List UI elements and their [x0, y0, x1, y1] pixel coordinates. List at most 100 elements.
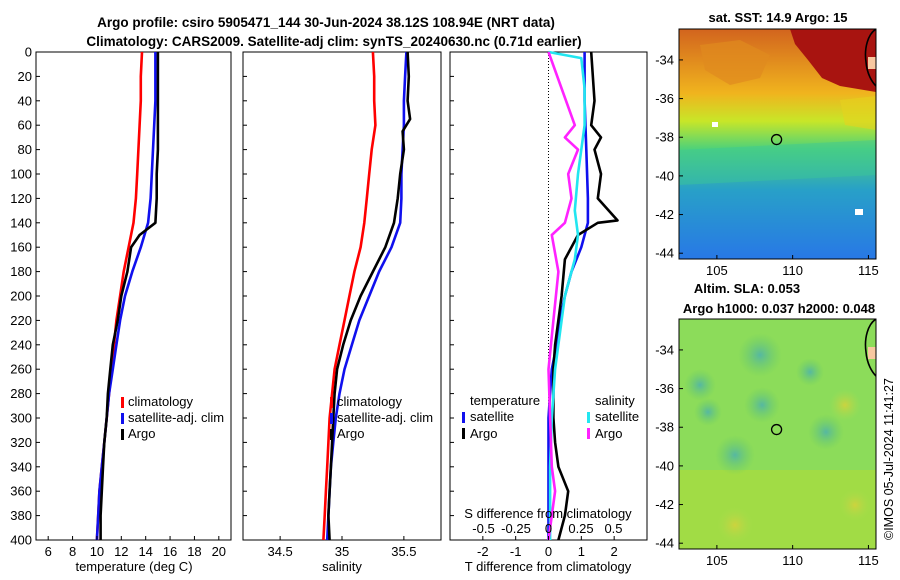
legend-label: Argo	[337, 426, 364, 441]
map-x-tick-label: 110	[782, 263, 803, 278]
temperature-series	[95, 51, 160, 541]
legend-swatch-t-argo	[462, 428, 465, 439]
temperature-legend: climatology satellite-adj. clim Argo	[121, 394, 224, 441]
legend-label: satellite-adj. clim	[337, 410, 433, 425]
series-argo	[99, 52, 160, 540]
x-tick-label: 2	[611, 544, 618, 559]
legend-label: climatology	[337, 394, 403, 409]
depth-tick-label: 220	[10, 313, 32, 328]
depth-tick-label: 120	[10, 191, 32, 206]
sst-map-title: sat. SST: 14.9 Argo: 15	[709, 10, 848, 25]
sla-map-tick-labels: 105 110 115 -34 -36 -38 -40 -42 -44	[655, 342, 879, 568]
title-line2: Climatology: CARS2009. Satellite-adj cli…	[86, 34, 581, 49]
x-tick-labels: 6 8 10 12 14 16 18 20 34.5 35 35.5 -2 -1 0 1 2-0.5 -0.25…	[45, 521, 623, 559]
depth-tick-label: 360	[10, 484, 32, 499]
salinity-legend: climatology satellite-adj. clim Argo	[330, 394, 433, 441]
depth-tick-label: 380	[10, 508, 32, 523]
title-line1: Argo profile: csiro 5905471_144 30-Jun-2…	[97, 15, 555, 30]
map-x-tick-label: 110	[782, 553, 803, 568]
x-tick-label: -1	[510, 544, 522, 559]
map-y-tick-label: -42	[655, 207, 674, 222]
legend-swatch-satellite	[330, 413, 333, 424]
legend-title-temperature: temperature	[470, 393, 540, 408]
x-tick-label: 6	[45, 544, 52, 559]
depth-tick-label: 320	[10, 435, 32, 450]
map-y-tick-label: -38	[655, 420, 674, 435]
legend-swatch-s-argo	[587, 428, 590, 439]
depth-tick-label: 20	[18, 69, 32, 84]
depth-tick-label: 60	[18, 118, 32, 133]
temperature-xlabel: temperature (deg C)	[75, 559, 192, 574]
salinity-axes	[242, 51, 442, 541]
x-tick-label: 18	[187, 544, 201, 559]
map-y-tick-label: -34	[655, 52, 674, 67]
depth-tick-label: 400	[10, 533, 32, 548]
difference-legend: temperature satellite Argo salinity sate…	[462, 393, 639, 441]
salinity-series	[322, 51, 412, 541]
depth-tick-label: 140	[10, 215, 32, 230]
depth-tick-label: 280	[10, 386, 32, 401]
legend-label: Argo	[128, 426, 155, 441]
map-x-tick-label: 115	[858, 263, 879, 278]
map-y-tick-label: -42	[655, 497, 674, 512]
map-y-tick-label: -36	[655, 91, 674, 106]
s-tick-label: 0	[545, 521, 552, 536]
diff-xlabel-top: S difference from climatology	[464, 506, 632, 521]
sla-map-title1: Altim. SLA: 0.053	[694, 281, 800, 296]
sla-map-frame	[678, 318, 877, 550]
legend-label: satellite	[595, 409, 639, 424]
legend-swatch-argo	[121, 429, 124, 440]
depth-tick-label: 80	[18, 142, 32, 157]
x-tick-label: 16	[163, 544, 177, 559]
argo-position-marker	[770, 133, 783, 146]
map-x-tick-label: 105	[706, 263, 728, 278]
x-tick-label: 1	[578, 544, 585, 559]
x-tick-label: 35	[335, 544, 349, 559]
depth-tick-label: 0	[25, 45, 32, 60]
x-tick-label: 10	[90, 544, 104, 559]
depth-tick-label: 100	[10, 167, 32, 182]
legend-swatch-satellite	[121, 413, 124, 424]
salinity-xlabel: salinity	[322, 559, 362, 574]
depth-tick-label: 160	[10, 240, 32, 255]
legend-swatch-climatology	[330, 397, 333, 408]
sst-map-image	[679, 29, 876, 259]
depth-tick-label: 340	[10, 459, 32, 474]
legend-label: satellite-adj. clim	[128, 410, 224, 425]
argo-position-marker	[770, 423, 783, 436]
s-tick-label: 0.5	[604, 521, 622, 536]
x-tick-label: 0	[545, 544, 552, 559]
series-s-satellite	[548, 50, 586, 540]
legend-label: Argo	[470, 426, 497, 441]
map-y-tick-label: -40	[655, 168, 674, 183]
map-y-tick-label: -36	[655, 381, 674, 396]
map-y-tick-label: -38	[655, 130, 674, 145]
sst-map-tick-labels: 105 110 115 -34 -36 -38 -40 -42 -44	[655, 52, 879, 278]
x-tick-label: 20	[212, 544, 226, 559]
sla-map-title2: Argo h1000: 0.037 h2000: 0.048	[683, 301, 875, 316]
x-tick-label: 35.5	[391, 544, 416, 559]
x-tick-label: 12	[114, 544, 128, 559]
map-y-tick-label: -44	[655, 246, 674, 261]
legend-swatch-climatology	[121, 397, 124, 408]
s-tick-label: -0.25	[501, 521, 531, 536]
s-tick-label: 0.25	[568, 521, 593, 536]
x-tick-label: 34.5	[267, 544, 292, 559]
depth-tick-label: 260	[10, 362, 32, 377]
series-argo	[327, 51, 412, 541]
legend-label: satellite	[470, 409, 514, 424]
series-s-argo	[547, 51, 580, 541]
x-tick-label: -2	[477, 544, 489, 559]
x-tick-label: 14	[138, 544, 152, 559]
s-tick-label: -0.5	[472, 521, 494, 536]
map-y-tick-label: -34	[655, 342, 674, 357]
temperature-axes	[35, 51, 232, 541]
map-y-tick-label: -40	[655, 458, 674, 473]
depth-tick-label: 240	[10, 337, 32, 352]
x-tick-label: 8	[69, 544, 76, 559]
legend-swatch-t-satellite	[462, 412, 465, 423]
legend-swatch-s-satellite	[587, 412, 590, 423]
map-y-tick-label: -44	[655, 536, 674, 551]
diff-xlabel: T difference from climatology	[465, 559, 632, 574]
